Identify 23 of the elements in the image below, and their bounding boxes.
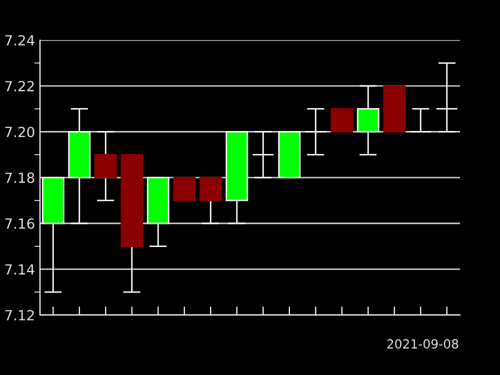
candlestick [330,108,354,132]
candlestick [146,176,170,247]
candlestick [199,176,222,224]
candlestick [226,131,248,224]
candlestick [120,154,144,293]
candlestick [383,85,406,132]
y-tick-label: 7.22 [5,80,34,92]
candlestick [356,85,380,156]
candlestick [173,176,196,202]
candlestick [94,131,117,202]
y-tick-label: 7.18 [5,172,34,184]
y-tick-label: 7.12 [5,310,34,320]
candlestick [278,131,301,178]
x-axis-title: 2021-09-08 [387,339,458,349]
candlestick [304,108,327,156]
candlestick [252,131,274,178]
candlestick [436,62,458,132]
y-tick-label: 7.14 [5,264,34,274]
candlestick [68,108,91,224]
candlestick [409,108,432,132]
y-tick-label: 7.20 [5,126,34,138]
y-tick-label: 7.24 [5,35,34,46]
y-tick-label: 7.16 [5,218,34,229]
